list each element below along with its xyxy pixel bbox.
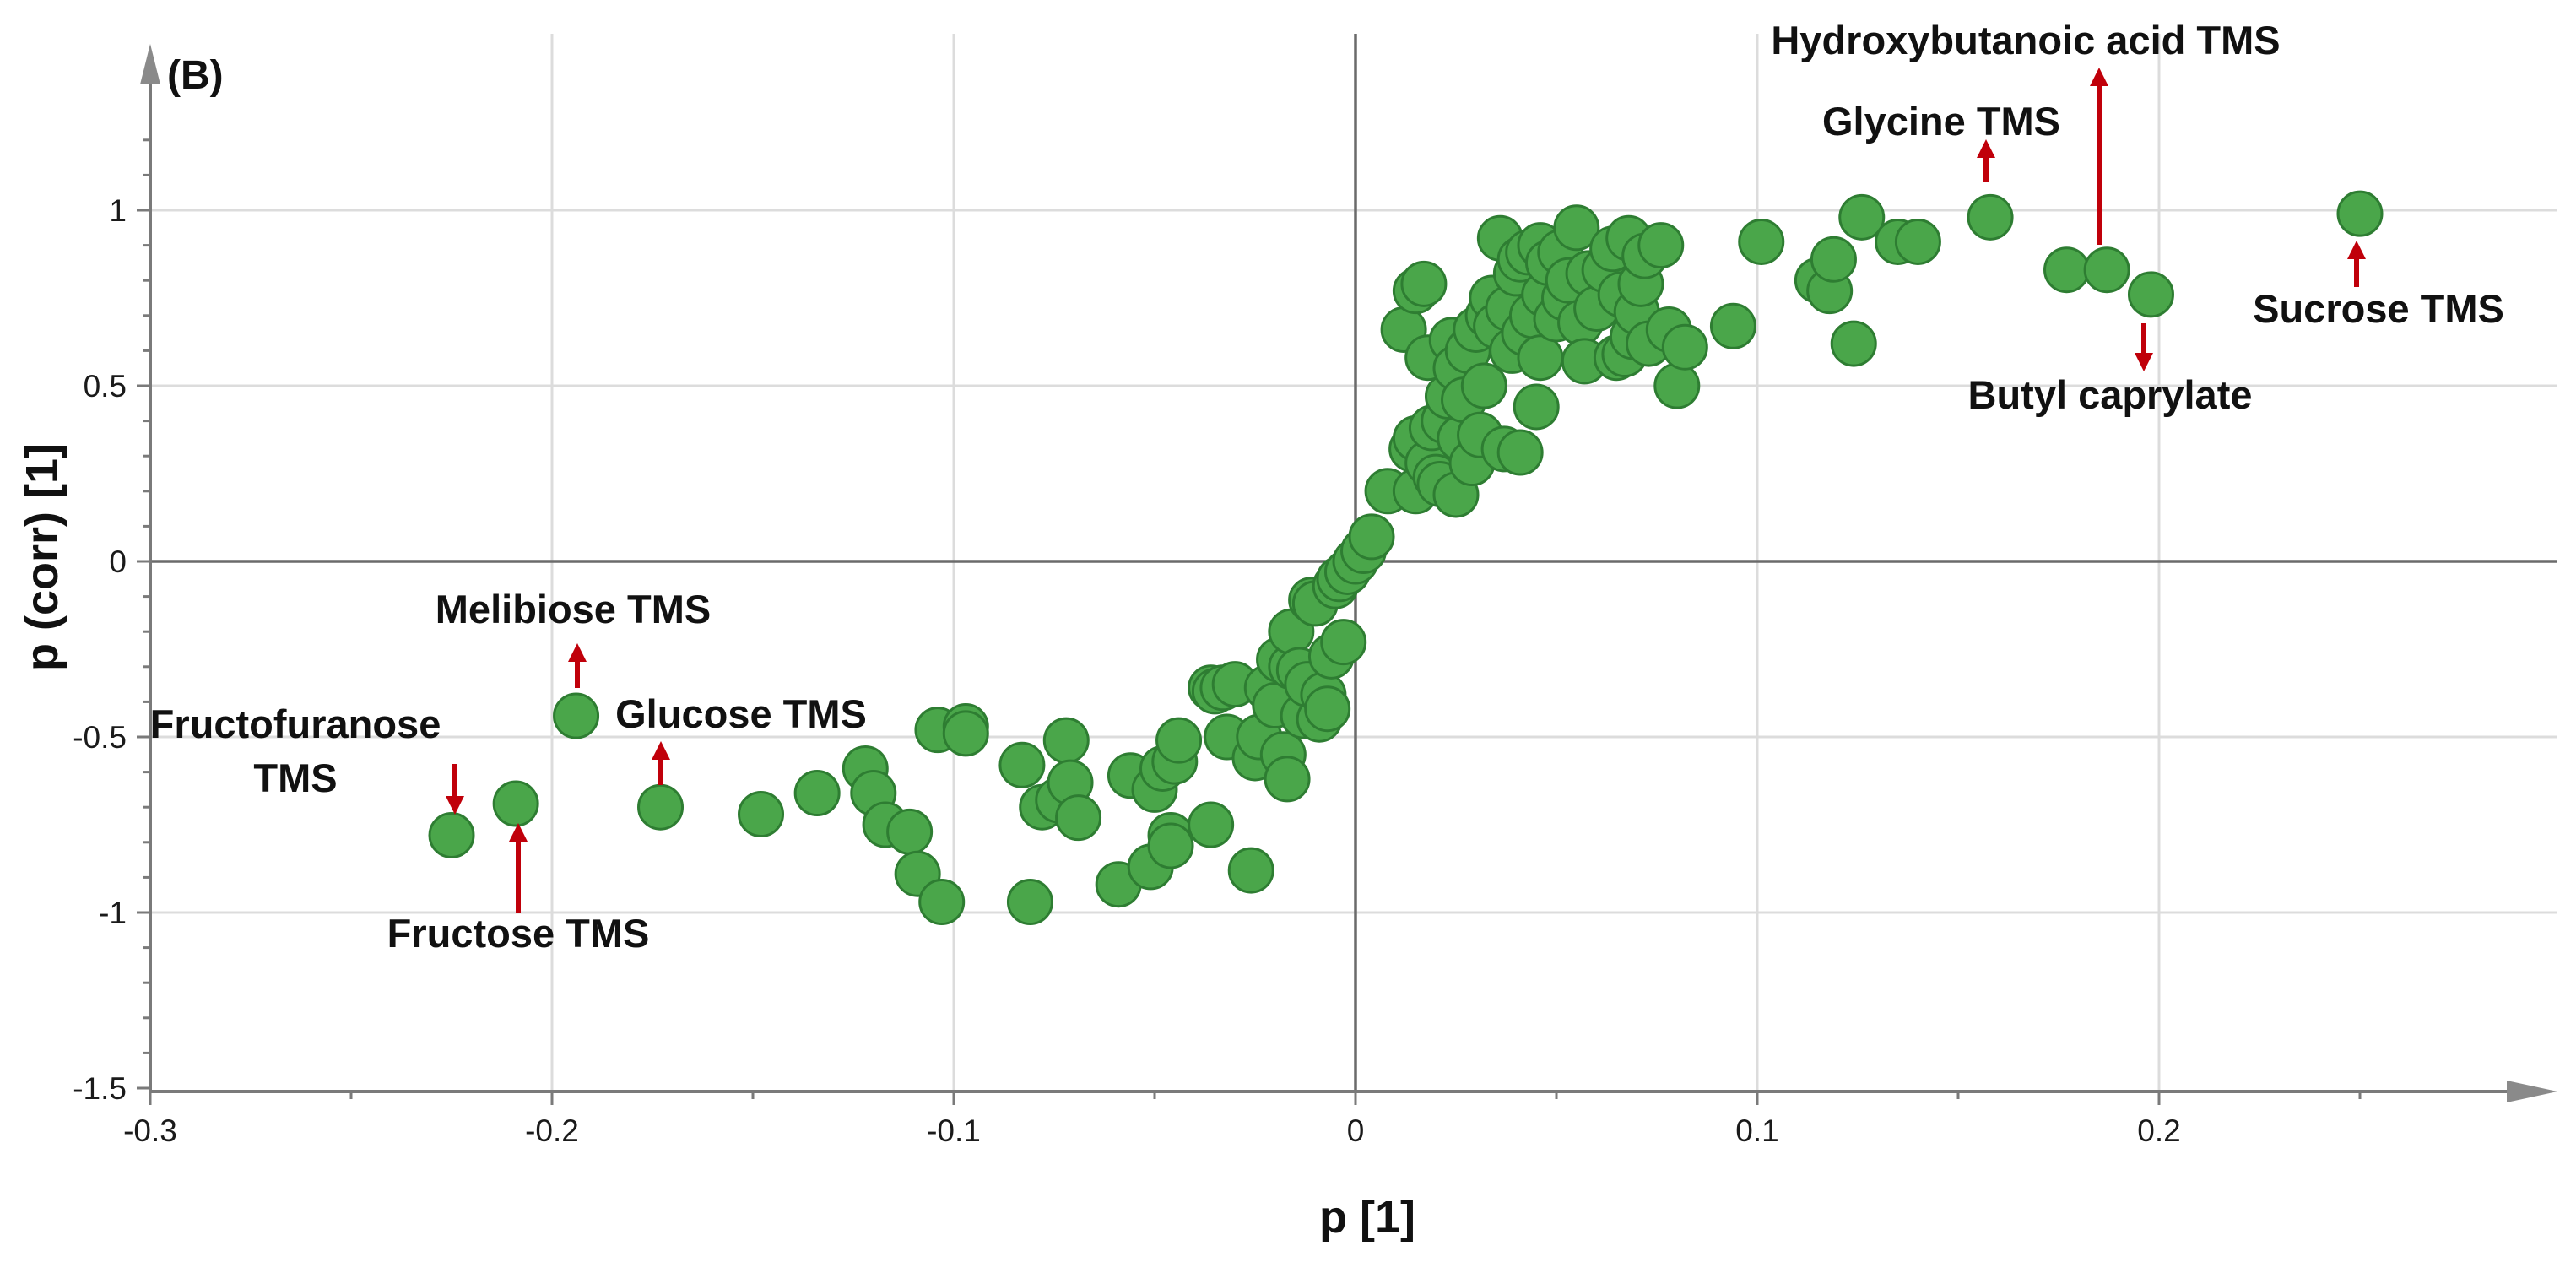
data-point xyxy=(1894,218,1941,265)
data-point xyxy=(738,791,785,838)
data-point xyxy=(1661,323,1708,371)
data-point xyxy=(1637,222,1685,269)
annotation: Glycine TMS xyxy=(1822,99,2060,182)
data-point xyxy=(1513,383,1560,431)
annotation-label: Hydroxybutanoic acid TMS xyxy=(1771,18,2280,62)
y-axis-title: p (corr) [1] xyxy=(17,443,68,671)
data-point xyxy=(2083,246,2130,294)
annotation-label: Melibiose TMS xyxy=(436,587,711,631)
data-point xyxy=(2043,246,2091,294)
data-point xyxy=(1147,822,1194,869)
annotation-label: Butyl caprylate xyxy=(1968,372,2253,417)
y-tick-label: 0 xyxy=(109,544,127,579)
annotation-arrow-head xyxy=(2090,68,2108,86)
data-point xyxy=(1304,685,1351,733)
x-axis-title: p [1] xyxy=(1319,1192,1415,1243)
annotations: Hydroxybutanoic acid TMS Glycine TMS Sucro… xyxy=(150,18,2504,956)
annotation-label: Glucose TMS xyxy=(615,691,867,736)
x-tick-label: -0.2 xyxy=(525,1113,579,1148)
annotation-arrow-head xyxy=(652,741,670,760)
y-tick-label: -0.5 xyxy=(73,720,127,755)
grid-lines xyxy=(150,34,2557,1091)
tick-labels: -0.3 -0.2 -0.1 0 0.1 0.2 -1.5 -1 -0.5 0 0.5 1 xyxy=(73,138,2362,1148)
annotation-label: Glycine TMS xyxy=(1822,99,2060,144)
data-point xyxy=(1320,619,1367,666)
data-point xyxy=(1810,236,1857,283)
annotation: Fructofuranose TMS xyxy=(150,701,464,815)
data-point xyxy=(492,780,539,827)
x-tick-label: -0.1 xyxy=(927,1113,981,1148)
data-point xyxy=(1709,302,1756,349)
x-tick-label: 0 xyxy=(1347,1113,1365,1148)
annotation: Sucrose TMS xyxy=(2253,241,2504,331)
annotation: Butyl caprylate xyxy=(1968,323,2253,417)
annotation-arrow-head xyxy=(446,796,464,815)
data-point xyxy=(1517,334,1564,382)
annotation: Melibiose TMS xyxy=(436,587,711,688)
data-point xyxy=(1967,193,2014,241)
annotation-arrow-head xyxy=(2347,241,2366,259)
annotation-arrow-head xyxy=(509,823,528,842)
data-point xyxy=(793,770,841,817)
data-point xyxy=(1460,362,1507,409)
data-point xyxy=(2127,271,2174,318)
data-point xyxy=(1227,847,1274,894)
data-point xyxy=(1400,260,1448,307)
data-point xyxy=(1838,193,1886,241)
data-point xyxy=(1653,362,1701,409)
annotation: Fructose TMS xyxy=(387,823,650,956)
annotation-label: Fructofuranose xyxy=(150,701,441,746)
data-point xyxy=(1055,794,1102,842)
data-point xyxy=(1348,513,1395,561)
data-point xyxy=(1006,879,1053,926)
data-point xyxy=(886,808,934,855)
x-tick-label: 0.1 xyxy=(1735,1113,1778,1148)
y-tick-label: 1 xyxy=(109,193,127,228)
annotation-arrow-head xyxy=(1977,139,1995,158)
annotation: Hydroxybutanoic acid TMS xyxy=(1771,18,2281,245)
axes xyxy=(140,44,2557,1102)
data-point xyxy=(1155,717,1203,764)
y-tick-label: -1 xyxy=(99,896,127,930)
data-point xyxy=(2336,190,2384,237)
x-tick-label: -0.3 xyxy=(123,1113,177,1148)
annotation-label: Sucrose TMS xyxy=(2253,286,2504,331)
annotation: Glucose TMS xyxy=(615,691,867,785)
y-tick-label: -1.5 xyxy=(73,1071,127,1106)
annotation-label: Fructose TMS xyxy=(387,911,650,956)
data-point xyxy=(918,879,966,926)
data-point xyxy=(1188,801,1235,848)
data-point xyxy=(1042,717,1090,764)
data-point xyxy=(553,692,600,739)
y-tick-label: 0.5 xyxy=(84,369,127,404)
data-point xyxy=(1738,218,1785,265)
data-point xyxy=(942,710,989,757)
panel-label: (B) xyxy=(167,53,224,98)
data-points xyxy=(428,190,2384,926)
annotation-label: TMS xyxy=(253,756,337,800)
annotation-arrow-head xyxy=(2135,353,2153,371)
data-point xyxy=(998,741,1046,788)
data-point xyxy=(1830,320,1877,367)
data-point xyxy=(1496,429,1544,476)
data-point xyxy=(1264,756,1311,803)
x-tick-label: 0.2 xyxy=(2137,1113,2180,1148)
data-point xyxy=(428,811,475,858)
annotation-arrow-head xyxy=(568,643,587,662)
y-axis-arrow xyxy=(140,44,160,84)
data-point xyxy=(637,783,685,831)
x-axis-arrow xyxy=(2507,1081,2557,1102)
data-point xyxy=(1553,204,1600,252)
